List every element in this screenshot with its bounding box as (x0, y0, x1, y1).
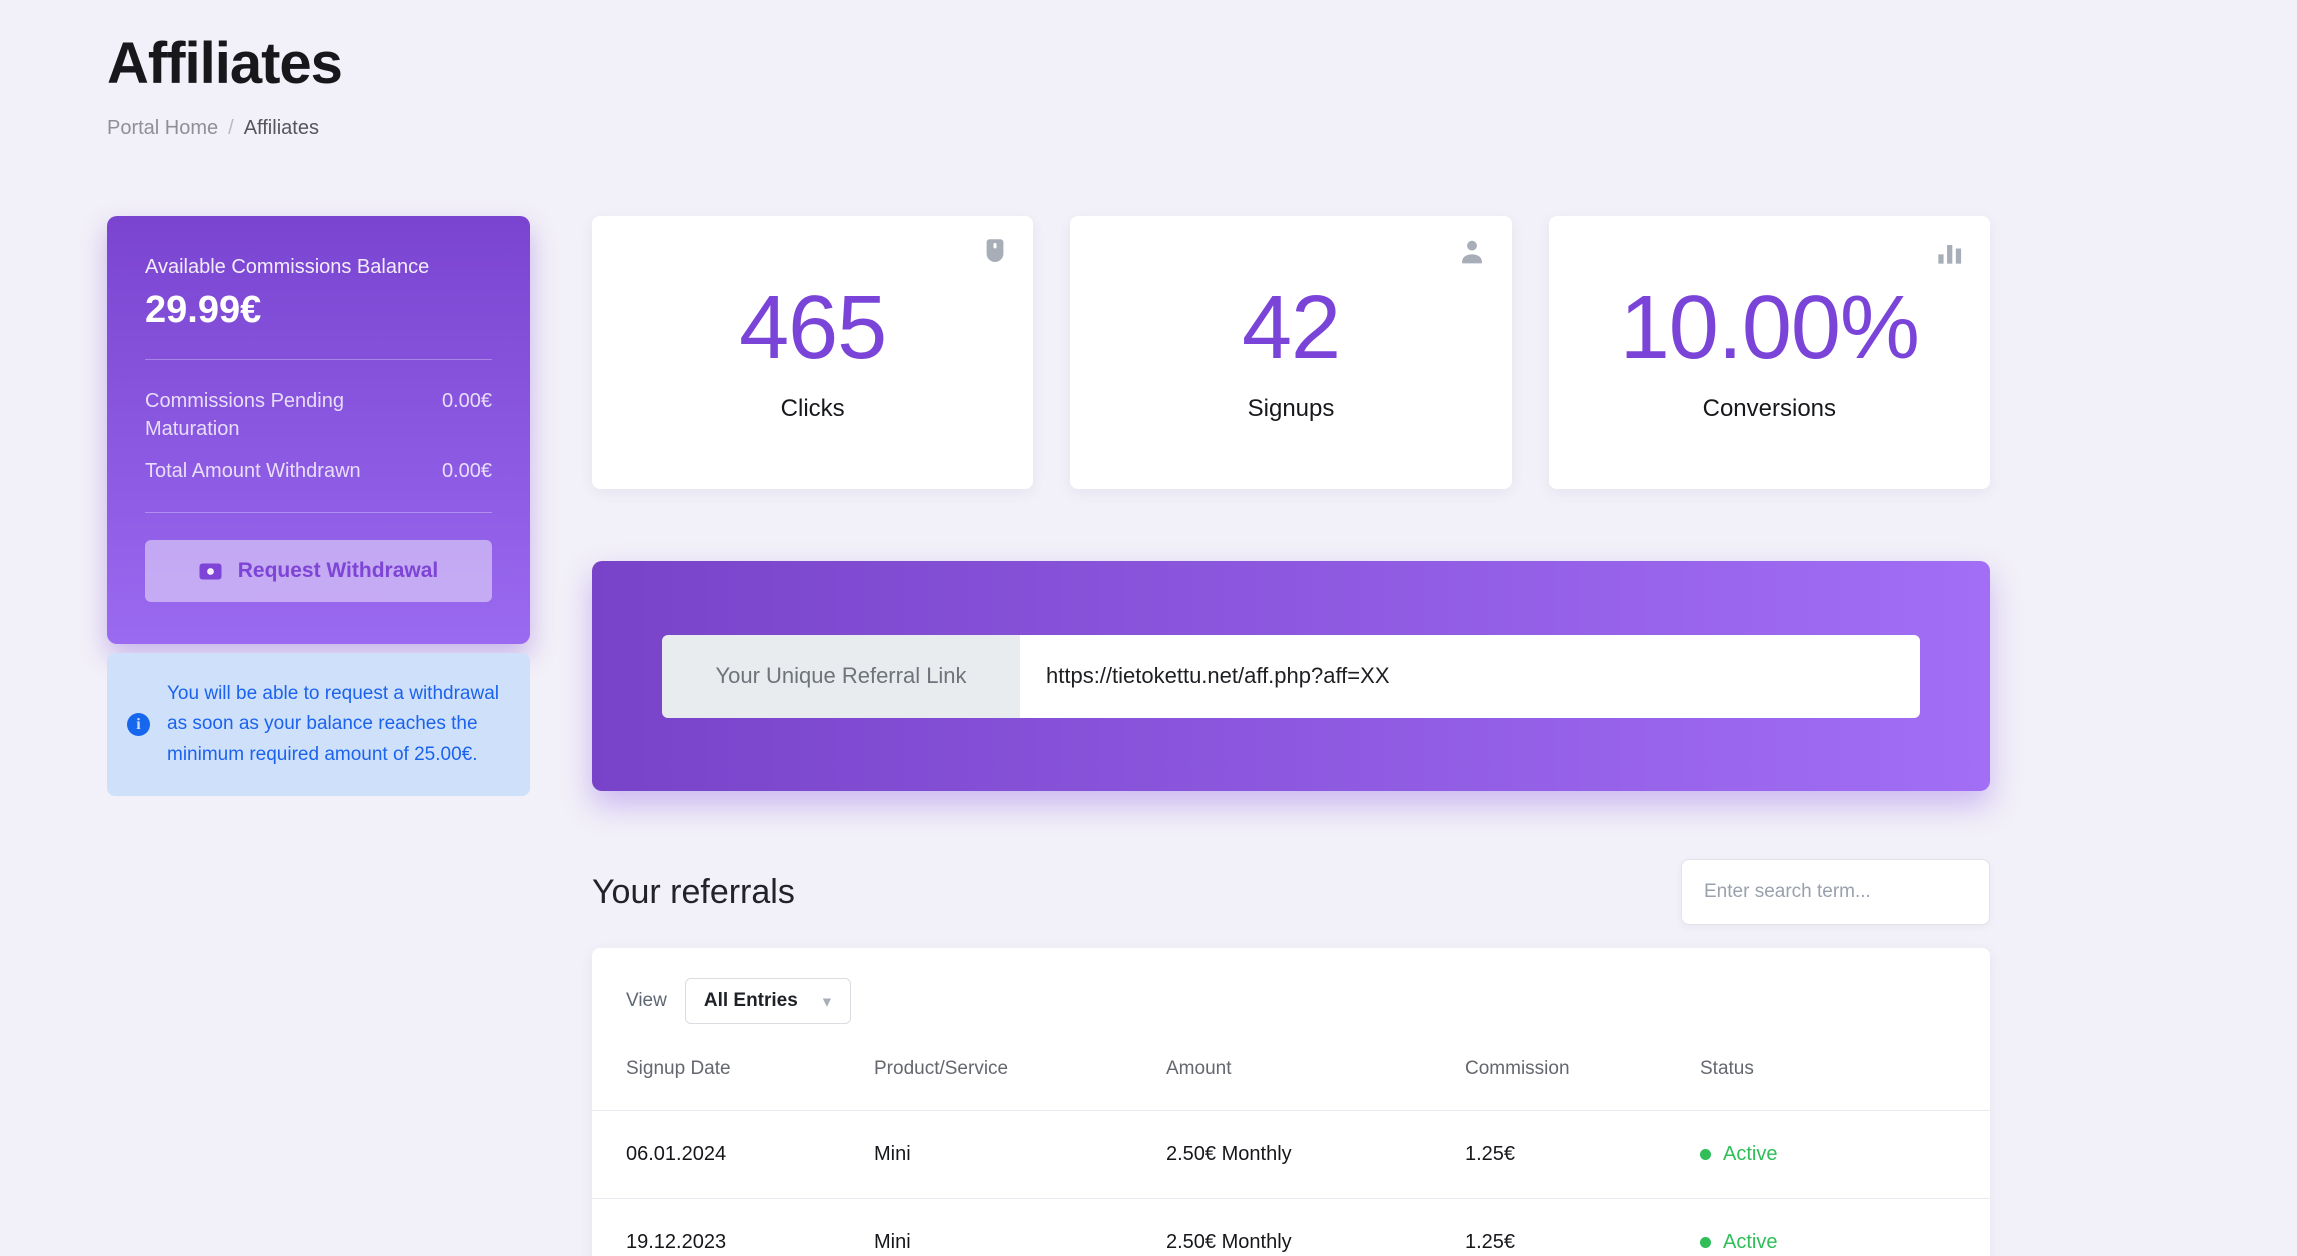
mouse-icon (983, 238, 1007, 273)
referrals-table: Signup Date Product/Service Amount Commi… (592, 1048, 1990, 1256)
conversions-label: Conversions (1702, 394, 1837, 422)
stats-row: 465 Clicks 42 Signups 10.00% Conversions (592, 216, 1990, 489)
status-label: Active (1723, 1143, 1778, 1165)
total-withdrawn-value: 0.00€ (441, 460, 492, 482)
pending-maturation-value: 0.00€ (441, 390, 492, 412)
conversions-stat-card: 10.00% Conversions (1548, 216, 1990, 489)
referrals-header: Your referrals (592, 859, 1990, 925)
cell-commission: 1.25€ (1465, 1198, 1700, 1256)
entries-filter-value: All Entries (703, 990, 798, 1011)
breadcrumb-current: Affiliates (243, 117, 319, 139)
col-header-product-service: Product/Service (874, 1058, 1009, 1079)
referrals-table-card: View All Entries ▼ Signup Date Product/S… (592, 948, 1990, 1256)
table-row: 06.01.2024 Mini 2.50€ Monthly 1.25€ Acti… (592, 1110, 1990, 1199)
cash-icon (199, 563, 222, 580)
entries-filter-select[interactable]: All Entries ▼ (684, 978, 851, 1024)
withdrawal-info-alert: i You will be able to request a withdraw… (107, 653, 530, 797)
cell-signup-date: 19.12.2023 (592, 1198, 874, 1256)
status-badge: Active (1700, 1143, 1990, 1166)
divider (145, 512, 492, 513)
conversions-value: 10.00% (1619, 277, 1920, 378)
divider (145, 359, 492, 360)
referral-link-label: Your Unique Referral Link (662, 634, 1020, 718)
col-header-signup-date: Signup Date (626, 1058, 731, 1079)
clicks-stat-card: 465 Clicks (592, 216, 1034, 489)
col-header-amount: Amount (1166, 1058, 1232, 1079)
pending-maturation-label: Commissions Pending Maturation (145, 390, 344, 440)
withdrawal-info-text: You will be able to request a withdrawal… (167, 683, 499, 765)
cell-signup-date: 06.01.2024 (592, 1110, 874, 1199)
cell-amount: 2.50€ Monthly (1166, 1110, 1465, 1199)
search-input[interactable] (1681, 859, 1990, 925)
breadcrumb-home-link[interactable]: Portal Home (107, 117, 219, 139)
request-withdrawal-button[interactable]: Request Withdrawal (145, 540, 492, 602)
bar-chart-icon (1936, 238, 1964, 271)
request-withdrawal-label: Request Withdrawal (237, 559, 439, 582)
person-icon (1458, 238, 1486, 271)
info-icon: i (127, 713, 150, 737)
cell-amount: 2.50€ Monthly (1166, 1198, 1465, 1256)
col-header-status: Status (1700, 1058, 1754, 1079)
breadcrumb: Portal Home / Affiliates (107, 117, 2297, 140)
referral-link-input[interactable] (1020, 634, 1920, 718)
table-row: 19.12.2023 Mini 2.50€ Monthly 1.25€ Acti… (592, 1198, 1990, 1256)
signups-stat-card: 42 Signups (1070, 216, 1512, 489)
referrals-title: Your referrals (592, 872, 795, 911)
clicks-value: 465 (739, 277, 887, 378)
status-dot-icon (1700, 1237, 1711, 1248)
signups-label: Signups (1247, 394, 1335, 422)
total-withdrawn-row: Total Amount Withdrawn 0.00€ (145, 457, 492, 485)
clicks-label: Clicks (780, 394, 845, 422)
status-label: Active (1723, 1231, 1778, 1253)
balance-label: Available Commissions Balance (145, 256, 430, 278)
referral-link-banner: Your Unique Referral Link (592, 561, 1990, 791)
table-header-row: Signup Date Product/Service Amount Commi… (592, 1048, 1990, 1111)
view-label: View (626, 990, 667, 1011)
right-column: 465 Clicks 42 Signups 10.00% Conversions (592, 216, 1990, 1256)
total-withdrawn-label: Total Amount Withdrawn (145, 460, 361, 482)
cell-commission: 1.25€ (1465, 1110, 1700, 1199)
cell-product: Mini (874, 1110, 1166, 1199)
view-filter-row: View All Entries ▼ (592, 978, 1990, 1024)
status-dot-icon (1700, 1149, 1711, 1160)
page-title: Affiliates (107, 31, 343, 96)
signups-value: 42 (1241, 277, 1341, 378)
status-badge: Active (1700, 1231, 1990, 1254)
breadcrumb-separator: / (228, 117, 234, 139)
cell-product: Mini (874, 1198, 1166, 1256)
left-column: Available Commissions Balance 29.99€ Com… (107, 216, 530, 1256)
col-header-commission: Commission (1465, 1058, 1570, 1079)
chevron-down-icon: ▼ (819, 993, 834, 1010)
pending-maturation-row: Commissions Pending Maturation 0.00€ (145, 387, 492, 443)
commissions-balance-card: Available Commissions Balance 29.99€ Com… (107, 216, 530, 644)
referral-link-group: Your Unique Referral Link (662, 634, 1920, 718)
balance-amount: 29.99€ (145, 289, 262, 331)
